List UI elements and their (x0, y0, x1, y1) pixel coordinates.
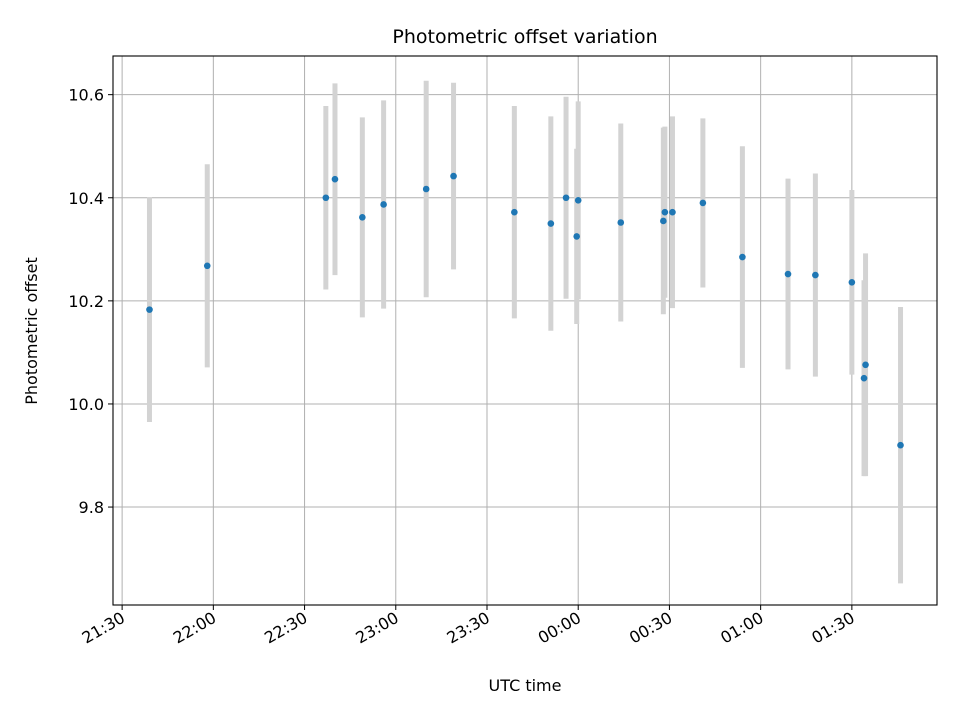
y-tick-label: 10.4 (68, 189, 104, 208)
chart-title: Photometric offset variation (392, 26, 657, 48)
x-axis-label: UTC time (489, 676, 562, 695)
plot-frame (112, 55, 938, 606)
data-point (661, 208, 669, 216)
data-point (146, 306, 153, 313)
y-tick-label: 10.6 (68, 86, 104, 105)
y-tick-label: 10.2 (68, 292, 104, 311)
data-point (617, 219, 625, 226)
data-points (146, 172, 904, 449)
data-point (862, 361, 869, 369)
data-point (812, 271, 819, 279)
y-axis-label: Photometric offset (22, 257, 41, 405)
data-point (860, 374, 868, 382)
data-point (669, 208, 676, 216)
data-point (203, 262, 211, 270)
data-point (450, 172, 457, 180)
grid (113, 56, 937, 605)
data-point (359, 214, 366, 221)
data-point (739, 253, 746, 261)
data-point (562, 194, 570, 202)
data-point (897, 441, 904, 449)
data-point (547, 220, 555, 227)
data-point (331, 175, 339, 183)
data-point (660, 217, 667, 225)
y-axis-ticks: 9.8 10.0 10.2 10.4 10.6 (68, 86, 113, 517)
data-point (322, 194, 330, 202)
data-point (848, 279, 856, 286)
data-point (573, 233, 580, 240)
data-point (380, 201, 387, 208)
data-point (699, 199, 707, 207)
data-point (574, 197, 582, 204)
y-tick-label: 9.8 (79, 498, 104, 517)
y-tick-label: 10.0 (68, 395, 104, 414)
data-point (784, 270, 792, 278)
data-point (422, 185, 430, 193)
data-point (511, 208, 518, 216)
